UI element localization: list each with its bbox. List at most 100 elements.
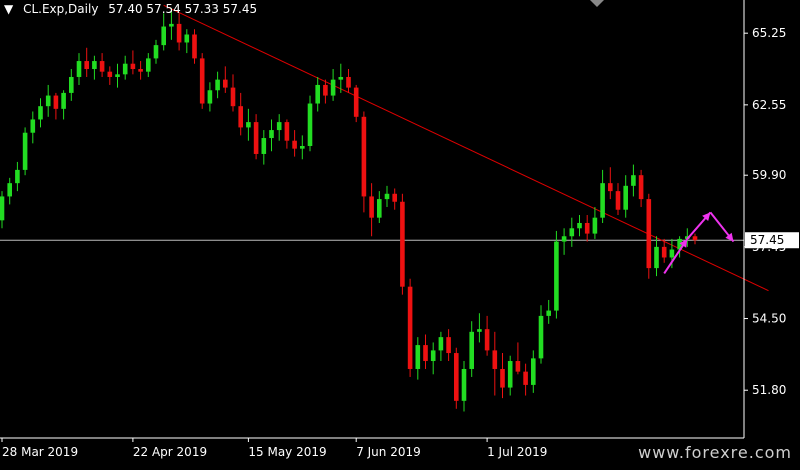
candle[interactable] — [230, 74, 236, 112]
candle[interactable] — [461, 361, 467, 412]
candle[interactable] — [15, 161, 20, 192]
candle[interactable] — [45, 84, 51, 117]
candle[interactable] — [38, 98, 43, 128]
candle[interactable] — [384, 185, 390, 208]
candle-body — [677, 238, 682, 250]
candle[interactable] — [592, 207, 598, 239]
triangle-down-icon[interactable]: ▼ — [4, 2, 14, 16]
candle[interactable] — [99, 53, 105, 77]
candle[interactable] — [53, 92, 59, 120]
candle[interactable] — [184, 29, 190, 54]
candle[interactable] — [169, 7, 174, 40]
candle[interactable] — [215, 71, 220, 99]
candle[interactable] — [646, 193, 652, 279]
candle[interactable] — [223, 66, 228, 93]
candle[interactable] — [538, 305, 544, 364]
candle[interactable] — [122, 55, 128, 80]
candle[interactable] — [107, 66, 113, 85]
candle[interactable] — [561, 228, 567, 255]
candle[interactable] — [276, 114, 282, 141]
candle[interactable] — [330, 69, 336, 101]
candle[interactable] — [584, 215, 590, 242]
candle[interactable] — [238, 92, 243, 136]
candle[interactable] — [477, 313, 482, 343]
candle[interactable] — [130, 50, 136, 75]
candle[interactable] — [692, 233, 698, 245]
candle[interactable] — [407, 278, 413, 377]
candle[interactable] — [400, 193, 405, 295]
candle[interactable] — [61, 90, 66, 120]
candle[interactable] — [438, 331, 444, 362]
candle[interactable] — [192, 29, 197, 64]
candle[interactable] — [600, 169, 605, 223]
candle[interactable] — [22, 127, 28, 176]
candle[interactable] — [608, 167, 613, 200]
candle[interactable] — [138, 61, 143, 80]
candle[interactable] — [207, 82, 213, 112]
candle[interactable] — [531, 350, 536, 393]
candle[interactable] — [7, 177, 12, 205]
candle[interactable] — [554, 230, 559, 319]
candle[interactable] — [176, 13, 182, 51]
candle[interactable] — [361, 111, 367, 213]
candle[interactable] — [292, 130, 297, 157]
candle[interactable] — [307, 95, 313, 152]
candle[interactable] — [654, 236, 659, 277]
x-tick-label: 15 May 2019 — [248, 445, 326, 459]
candle[interactable] — [623, 175, 628, 218]
candle[interactable] — [507, 355, 513, 396]
candle[interactable] — [323, 79, 328, 104]
candle[interactable] — [415, 337, 421, 380]
candle-body — [323, 84, 328, 96]
candle[interactable] — [677, 236, 682, 258]
candle[interactable] — [153, 39, 159, 64]
candle[interactable] — [500, 353, 505, 399]
candle[interactable] — [484, 315, 490, 356]
candle[interactable] — [84, 47, 89, 77]
candle[interactable] — [199, 53, 205, 109]
candle[interactable] — [369, 183, 374, 237]
resistance-trendline[interactable] — [163, 4, 769, 292]
candle[interactable] — [269, 119, 274, 152]
candle[interactable] — [92, 55, 97, 80]
candle[interactable] — [300, 135, 305, 160]
candle[interactable] — [446, 329, 451, 362]
candle[interactable] — [492, 331, 498, 396]
candle[interactable] — [284, 119, 290, 149]
chart-shift-marker[interactable] — [590, 0, 604, 7]
candle[interactable] — [246, 108, 251, 141]
candle[interactable] — [146, 53, 151, 77]
candle[interactable] — [515, 342, 521, 375]
candle[interactable] — [76, 53, 82, 85]
candle[interactable] — [469, 321, 474, 377]
arrow-annotation[interactable] — [663, 238, 689, 274]
candle[interactable] — [546, 299, 551, 324]
arrow-annotation[interactable] — [709, 211, 735, 243]
candle[interactable] — [0, 191, 5, 229]
candle[interactable] — [615, 183, 621, 216]
candle[interactable] — [353, 84, 359, 123]
candle[interactable] — [346, 69, 351, 93]
candle[interactable] — [631, 164, 636, 197]
candle[interactable] — [338, 63, 344, 93]
candle[interactable] — [69, 69, 74, 101]
candle[interactable] — [638, 169, 644, 208]
candle[interactable] — [377, 191, 382, 223]
candle[interactable] — [161, 13, 166, 51]
arrow-annotation[interactable] — [686, 211, 712, 240]
candle[interactable] — [253, 114, 259, 160]
candle[interactable] — [423, 334, 428, 369]
candle[interactable] — [661, 238, 667, 263]
candle[interactable] — [569, 217, 575, 247]
candle[interactable] — [523, 363, 528, 396]
candle[interactable] — [115, 63, 120, 88]
candle[interactable] — [430, 342, 436, 375]
candle[interactable] — [454, 347, 459, 409]
candle[interactable] — [315, 76, 320, 112]
candle[interactable] — [392, 188, 397, 210]
candle[interactable] — [261, 130, 267, 165]
candle[interactable] — [577, 215, 582, 237]
candle[interactable] — [30, 111, 36, 144]
